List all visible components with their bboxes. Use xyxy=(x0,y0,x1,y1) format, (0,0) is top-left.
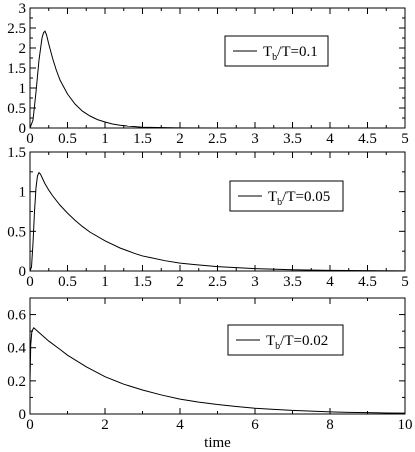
legend-label-subscript: b xyxy=(275,341,280,352)
x-tick-label: 1 xyxy=(101,274,109,290)
y-tick-label: 2 xyxy=(19,41,27,57)
y-tick-label: 0.4 xyxy=(7,341,26,357)
legend-label-subscript: b xyxy=(277,197,282,208)
y-tick-label: 0.2 xyxy=(7,374,26,390)
legend-label-main: T xyxy=(268,189,277,205)
chart-panel-2: 0 0.5 1 1.5 2 2.5 3 3.5 4 4.5 5 0 0.5 1 1.5 Tb/T=0.05 xyxy=(7,145,409,290)
x-tick-label: 2.5 xyxy=(208,131,227,147)
y-tick-label: 1 xyxy=(19,81,27,97)
x-tick-label: 5 xyxy=(401,131,409,147)
y-tick-label: 0.5 xyxy=(7,101,26,117)
y-tick-label: 1.5 xyxy=(7,61,26,77)
x-tick-label: 10 xyxy=(398,417,413,433)
legend-label-main: T xyxy=(266,333,275,349)
y-tick-label: 0 xyxy=(19,264,27,280)
x-tick-label: 1.5 xyxy=(133,274,152,290)
series-line xyxy=(30,327,405,414)
x-tick-label: 2 xyxy=(101,417,109,433)
x-tick-label: 3 xyxy=(251,274,259,290)
legend-label-subscript: b xyxy=(272,52,277,63)
legend-label: Tb/T=0.02 xyxy=(266,333,328,352)
x-tick-label: 2.5 xyxy=(208,274,227,290)
legend-label-rest: /T=0.1 xyxy=(277,44,318,60)
legend-label: Tb/T=0.05 xyxy=(268,189,330,208)
x-tick-label: 5 xyxy=(401,274,409,290)
x-tick-label: 0.5 xyxy=(58,274,77,290)
chart-panel-3: 0 2 4 6 8 10 0 0.2 0.4 0.6 time Tb/T=0.02 xyxy=(7,297,413,451)
x-tick-label: 0 xyxy=(26,417,34,433)
legend-label: Tb/T=0.1 xyxy=(263,44,318,63)
x-tick-label: 0.5 xyxy=(58,131,77,147)
x-axis-title: time xyxy=(204,435,231,451)
legend: Tb/T=0.02 xyxy=(227,324,344,356)
x-tick-label: 4 xyxy=(326,131,334,147)
series-line xyxy=(30,171,405,271)
plot-frame xyxy=(29,7,406,129)
legend-label-main: T xyxy=(263,44,272,60)
chart-panel-1: 0 0.5 1 1.5 2 2.5 3 3.5 4 4.5 500.511.522.53Tb/T=0… xyxy=(7,1,409,147)
x-tick-label: 1.5 xyxy=(133,131,152,147)
x-tick-label: 4 xyxy=(326,274,334,290)
x-tick-label: 0 xyxy=(26,131,34,147)
plot-frame xyxy=(29,297,406,415)
legend: Tb/T=0.1 xyxy=(224,35,329,67)
y-tick-label: 0 xyxy=(19,121,27,137)
x-tick-label: 3.5 xyxy=(283,274,302,290)
x-tick-label: 2 xyxy=(176,131,184,147)
plot-frame xyxy=(29,151,406,272)
y-tick-label: 1 xyxy=(19,185,27,201)
y-tick-label: 0.5 xyxy=(7,224,26,240)
x-tick-label: 4.5 xyxy=(358,131,377,147)
x-tick-label: 4.5 xyxy=(358,274,377,290)
y-tick-label: 0.6 xyxy=(7,308,26,324)
x-tick-label: 0 xyxy=(26,274,34,290)
legend: Tb/T=0.05 xyxy=(229,180,344,212)
x-tick-label: 3 xyxy=(251,131,259,147)
x-tick-label: 3.5 xyxy=(283,131,302,147)
y-tick-label: 3 xyxy=(19,1,27,17)
legend-label-rest: /T=0.05 xyxy=(282,189,330,205)
legend-label-rest: /T=0.02 xyxy=(280,333,328,349)
y-tick-label: 1.5 xyxy=(7,145,26,161)
x-tick-label: 8 xyxy=(326,417,334,433)
series-line xyxy=(30,30,405,128)
y-tick-label: 2.5 xyxy=(7,21,26,37)
x-tick-label: 2 xyxy=(176,274,184,290)
x-tick-label: 1 xyxy=(101,131,109,147)
y-tick-label: 0 xyxy=(19,407,27,423)
x-tick-label: 6 xyxy=(251,417,259,433)
x-tick-label: 4 xyxy=(176,417,184,433)
